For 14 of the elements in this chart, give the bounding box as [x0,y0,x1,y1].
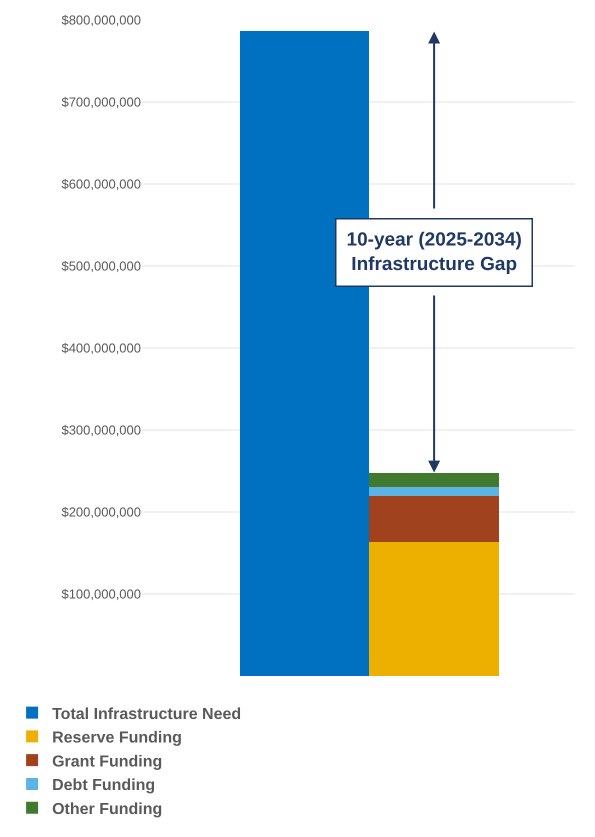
y-tick-label: $500,000,000 [61,258,141,274]
y-tick-label: $800,000,000 [61,12,141,28]
y-tick-label: $700,000,000 [61,94,141,110]
y-tick-label: $200,000,000 [61,504,141,520]
annotation: 10-year (2025-2034) Infrastructure Gap [346,230,522,276]
legend-label: Reserve Funding [52,730,182,747]
legend-label: Total Infrastructure Need [52,706,242,723]
legend-label: Grant Funding [52,753,162,770]
y-tick-label: $600,000,000 [61,176,141,192]
y-tick-label: $400,000,000 [61,340,141,356]
legend-label: Debt Funding [52,777,156,794]
y-tick-label: $100,000,000 [61,586,141,602]
legend-label: Other Funding [52,801,162,818]
y-tick-label: $300,000,000 [61,422,141,438]
